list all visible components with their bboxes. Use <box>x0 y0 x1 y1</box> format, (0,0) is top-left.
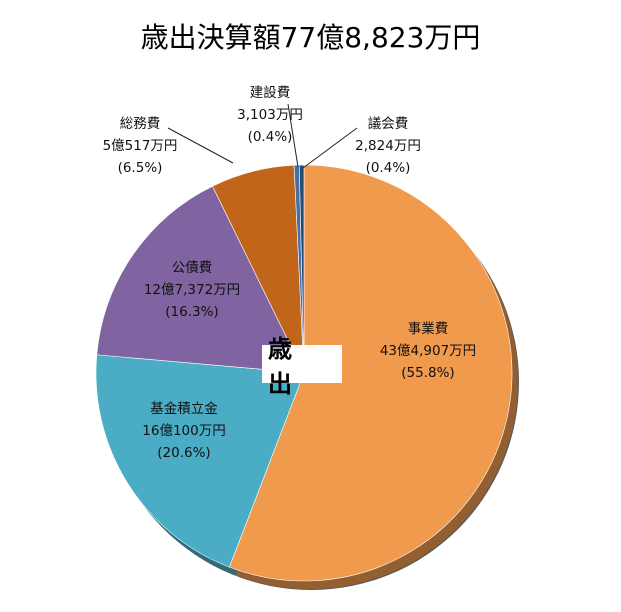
center-label: 歳 出 <box>262 335 342 398</box>
slice-label-percent-jigyo: (55.8%) <box>401 365 454 381</box>
leader-line-gikai <box>302 127 358 169</box>
page-title: 歳出決算額77億8,823万円 <box>140 21 481 54</box>
slice-gikai <box>298 164 305 374</box>
slice-kosai <box>96 185 305 374</box>
slice-label-name-jigyo: 事業費 <box>408 321 449 337</box>
leader-lines <box>167 103 358 169</box>
slice-label-name-kensetsu: 建設費 <box>250 85 291 101</box>
slice-label-name-gikai: 議会費 <box>368 115 409 132</box>
slice-label-percent-somu: (6.5%) <box>118 160 163 176</box>
leader-line-kensetsu <box>287 103 299 168</box>
slice-label-value-kosai: 12億7,372万円 <box>144 282 240 298</box>
slice-label-percent-kikin: (20.6%) <box>157 445 210 461</box>
slice-label-value-somu: 5億517万円 <box>103 138 178 154</box>
slice-kikin <box>95 354 305 568</box>
slice-label-value-jigyo: 43億4,907万円 <box>380 343 476 359</box>
leader-line-somu <box>167 127 234 164</box>
slice-label-value-gikai: 2,824万円 <box>355 138 421 154</box>
slice-label-value-kensetsu: 3,103万円 <box>237 107 303 123</box>
slice-label-name-kosai: 公債費 <box>172 260 213 276</box>
slice-label-percent-kosai: (16.3%) <box>165 304 218 320</box>
slice-label-percent-kensetsu: (0.4%) <box>248 129 293 145</box>
slice-label-name-kikin: 基金積立金 <box>150 400 218 417</box>
slice-label-value-kikin: 16億100万円 <box>142 423 225 439</box>
slice-label-percent-gikai: (0.4%) <box>366 160 411 176</box>
slice-jigyo <box>228 164 513 582</box>
pie-slices <box>95 164 513 582</box>
slice-labels: 事業費 43億4,907万円 (55.8%) 基金積立金 16億100万円 (20.6%)… <box>103 85 477 461</box>
slice-label-name-somu: 総務費 <box>120 116 161 132</box>
